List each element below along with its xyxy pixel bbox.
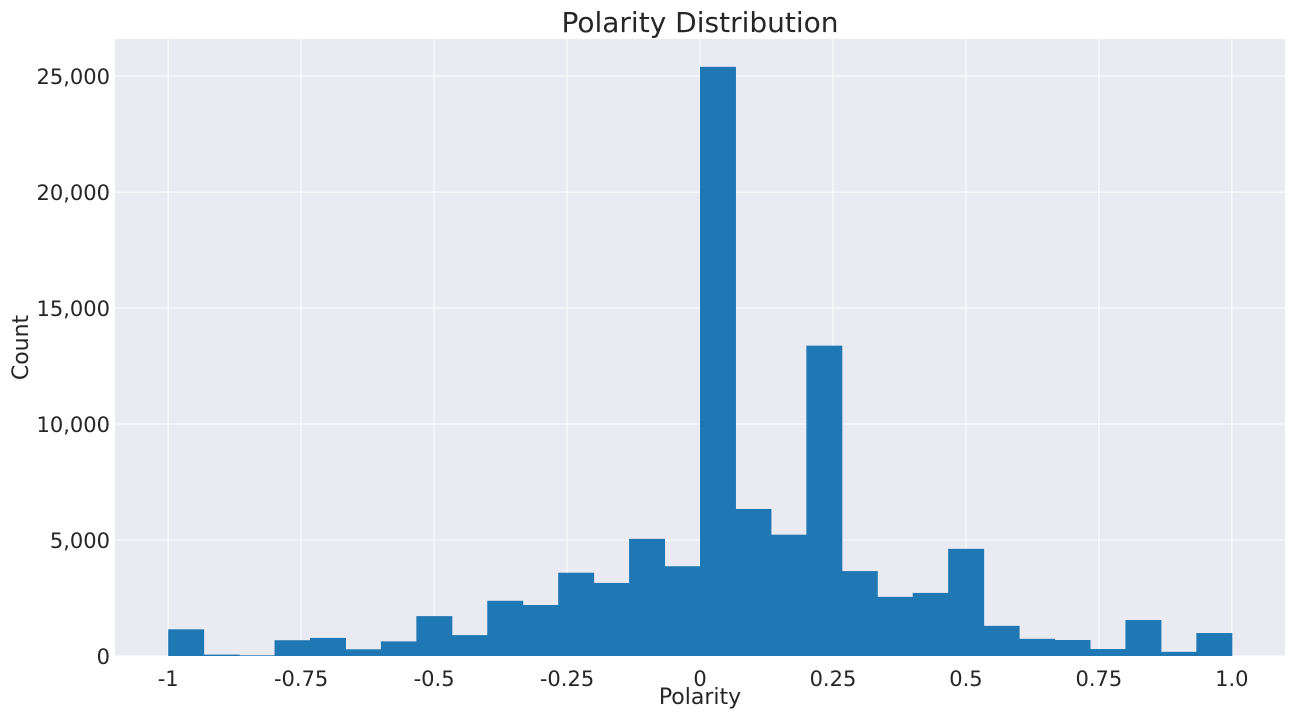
histogram-bar [593, 582, 630, 656]
histogram-bar [310, 637, 346, 656]
histogram-bar [735, 508, 772, 656]
histogram-bar [912, 592, 949, 656]
histogram-bar [416, 616, 453, 656]
histogram-bar [1125, 620, 1162, 656]
x-tick-label: -0.25 [540, 667, 594, 691]
histogram-bar [806, 345, 843, 656]
y-axis-label: Count [9, 314, 34, 380]
histogram-bar [239, 655, 276, 656]
x-tick-label: 0.5 [949, 667, 982, 691]
histogram-bar [948, 548, 985, 656]
histogram-bar [345, 649, 382, 656]
chart-title: Polarity Distribution [561, 6, 838, 39]
x-tick-label: -0.5 [414, 667, 455, 691]
x-tick-label: 0 [693, 667, 706, 691]
histogram-bar [380, 641, 417, 656]
histogram-bar [1196, 633, 1233, 656]
y-tick-label: 0 [97, 645, 110, 669]
x-axis-ticks: -1 -0.75 -0.5 -0.25 0 0.25 0.5 0.75 1.0 [158, 667, 1249, 691]
y-tick-label: 20,000 [37, 181, 110, 205]
histogram-bar [770, 534, 807, 656]
x-tick-label: 0.75 [1075, 667, 1122, 691]
histogram-bar [168, 629, 205, 656]
histogram-bar [664, 566, 701, 656]
histogram-bar [487, 600, 524, 656]
histogram-bar [274, 640, 311, 656]
x-tick-label: -1 [158, 667, 179, 691]
y-tick-label: 25,000 [37, 65, 110, 89]
y-tick-label: 5,000 [50, 529, 110, 553]
y-tick-label: 15,000 [37, 297, 110, 321]
x-tick-label: -0.75 [274, 667, 328, 691]
histogram-bar [1054, 639, 1091, 656]
histogram-bar [700, 66, 736, 656]
histogram-bar [451, 635, 488, 656]
histogram-bar [558, 572, 595, 656]
x-axis-label: Polarity [659, 685, 741, 710]
histogram-bar [203, 654, 240, 656]
histogram-bar [1160, 651, 1197, 656]
histogram-bars [168, 66, 1233, 656]
histogram-bar [1090, 649, 1126, 656]
y-axis-ticks: 0 5,000 10,000 15,000 20,000 25,000 [37, 65, 110, 669]
histogram-bar [629, 538, 666, 656]
histogram-bar [1019, 638, 1056, 656]
x-tick-label: 1.0 [1215, 667, 1248, 691]
y-tick-label: 10,000 [37, 413, 110, 437]
histogram-bar [841, 571, 878, 656]
histogram-bar [983, 625, 1020, 656]
histogram-bar [522, 604, 559, 656]
histogram-bar [877, 596, 914, 656]
x-tick-label: 0.25 [810, 667, 857, 691]
